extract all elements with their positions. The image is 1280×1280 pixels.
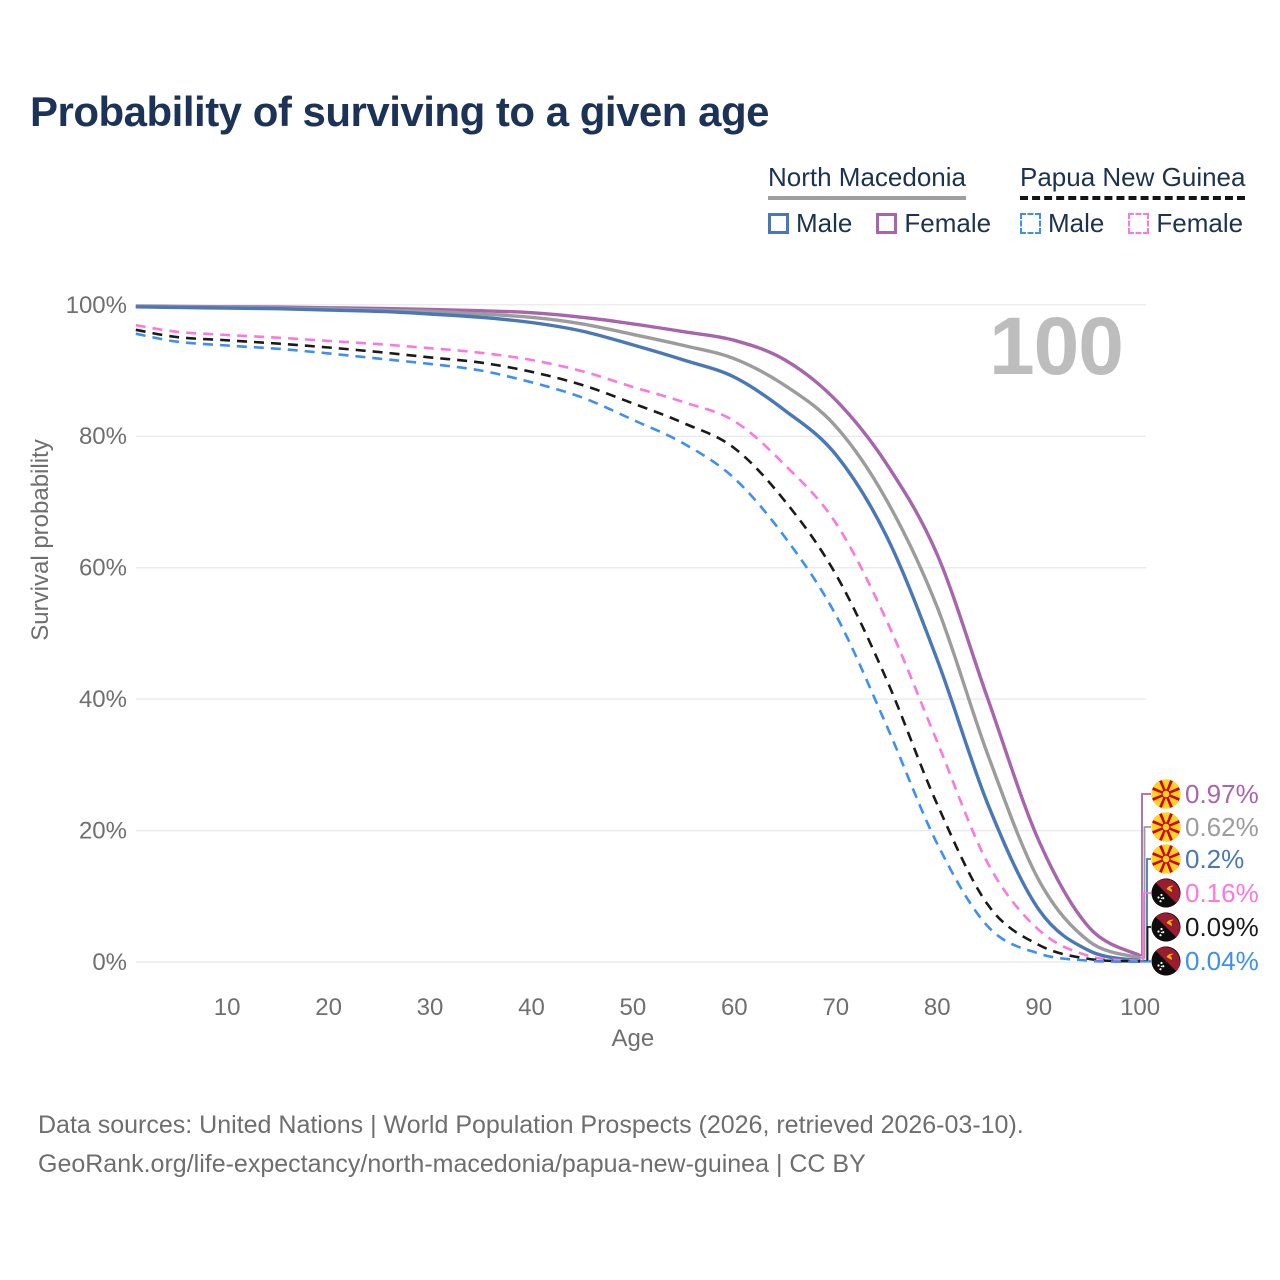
y-tick-label: 100% (66, 292, 127, 319)
end-value-label: 0.16% (1185, 878, 1259, 908)
papua-new-guinea-flag-icon (1151, 946, 1181, 976)
legend-label-png-female: Female (1156, 208, 1244, 238)
papua-new-guinea-flag-icon (1151, 878, 1181, 908)
y-tick-label: 80% (79, 423, 127, 450)
curve-papua-new-guinea-all (135, 328, 1141, 963)
nm-male-swatch-icon (768, 213, 789, 234)
legend-country-papua-new-guinea: Papua New Guinea (1020, 162, 1246, 200)
end-value-label: 0.04% (1185, 946, 1259, 976)
x-tick-label: 100 (1120, 994, 1160, 1021)
connector-line (1140, 960, 1151, 963)
png-female-swatch-icon (1128, 213, 1150, 234)
legend-label-nm-female: Female (904, 208, 992, 238)
y-tick-label: 40% (79, 686, 127, 713)
north-macedonia-flag-icon (1151, 779, 1181, 809)
legend-item-nm-male[interactable]: Male (768, 208, 852, 239)
x-tick-label: 50 (620, 994, 647, 1021)
north-macedonia-flag-icon (1151, 844, 1181, 874)
legend-items-papua-new-guinea: Male Female (1020, 208, 1245, 239)
curve-north-macedonia-female (135, 304, 1141, 958)
legend-group-north-macedonia: North Macedonia Male Female (768, 162, 991, 239)
curve-papua-new-guinea-male (135, 332, 1141, 964)
curve-north-macedonia-male (135, 305, 1141, 963)
png-male-swatch-icon (1020, 213, 1041, 234)
legend-item-png-female[interactable]: Female (1128, 208, 1243, 239)
y-tick-label: 20% (79, 818, 127, 845)
page-title: Probability of surviving to a given age (30, 88, 769, 135)
y-tick-label: 0% (92, 949, 127, 976)
curve-north-macedonia-all (135, 304, 1141, 960)
x-tick-label: 60 (721, 994, 748, 1021)
legend-items-north-macedonia: Male Female (768, 208, 991, 239)
legend-country-north-macedonia: North Macedonia (768, 162, 966, 200)
footer-attribution: GeoRank.org/life-expectancy/north-macedo… (38, 1150, 866, 1178)
x-tick-label: 10 (214, 994, 241, 1021)
legend-item-nm-female[interactable]: Female (876, 208, 991, 239)
legend-label-png-male: Male (1048, 208, 1105, 238)
papua-new-guinea-flag-icon (1151, 912, 1181, 942)
nm-female-swatch-icon (876, 213, 898, 234)
end-value-label: 0.97% (1185, 779, 1259, 809)
legend-group-papua-new-guinea: Papua New Guinea Male Female (1020, 162, 1246, 239)
footer-data-sources: Data sources: United Nations | World Pop… (38, 1111, 1024, 1139)
x-tick-label: 90 (1025, 994, 1052, 1021)
x-tick-label: 80 (924, 994, 951, 1021)
x-axis-label: Age (612, 1025, 655, 1052)
legend-item-png-male[interactable]: Male (1020, 208, 1104, 239)
curve-papua-new-guinea-female (135, 323, 1141, 963)
y-axis-label: Survival probability (27, 439, 54, 640)
y-tick-label: 60% (79, 555, 127, 582)
end-value-label: 0.62% (1185, 812, 1259, 842)
x-tick-label: 70 (822, 994, 849, 1021)
footer: Data sources: United Nations | World Pop… (38, 1106, 1024, 1184)
x-tick-label: 40 (518, 994, 545, 1021)
x-tick-label: 30 (417, 994, 444, 1021)
end-value-label: 0.2% (1185, 844, 1244, 874)
legend-label-nm-male: Male (796, 208, 853, 238)
north-macedonia-flag-icon (1151, 812, 1181, 842)
end-value-label: 0.09% (1185, 912, 1259, 942)
x-tick-label: 20 (315, 994, 342, 1021)
watermark-age-label: 100 (989, 301, 1123, 392)
connector-line (1140, 793, 1151, 957)
